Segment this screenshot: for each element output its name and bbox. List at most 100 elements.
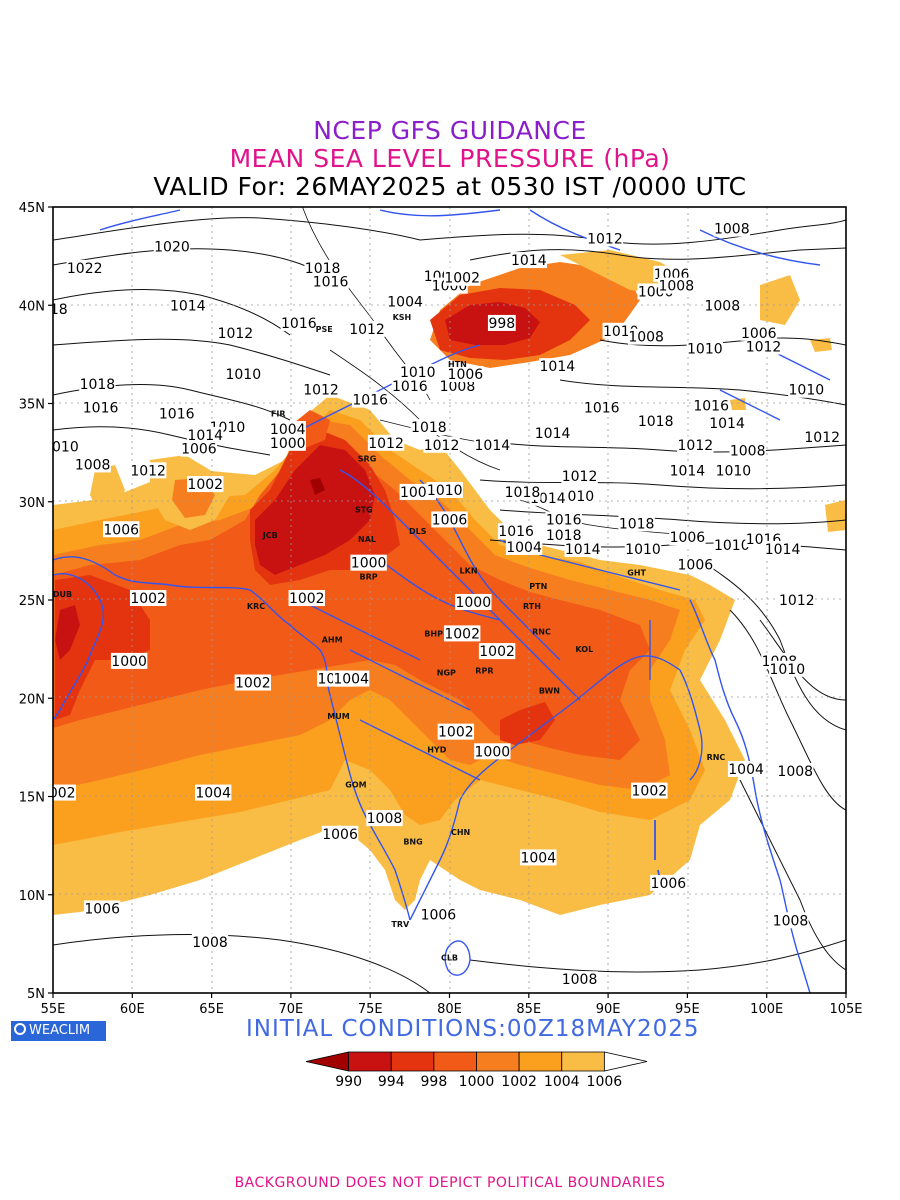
isobar-label-bg [658, 277, 695, 294]
isobar-label-bg [650, 874, 687, 891]
isobar-label-bg [288, 590, 325, 607]
legend-value: 994 [378, 1074, 405, 1090]
isobar-label-bg [677, 436, 714, 453]
isobar-label-bg [83, 900, 121, 917]
isobar-label-bg [420, 906, 457, 923]
isobar-label: 1002 [130, 591, 166, 607]
isobar-label-bg [423, 436, 460, 453]
isobar-label: 1012 [303, 383, 339, 399]
isobar-label: 1002 [632, 784, 668, 800]
station-label: PTN [529, 582, 547, 591]
legend-swatch [390, 1051, 435, 1072]
legend-swatch [348, 1051, 392, 1072]
isobar-label-bg [558, 487, 595, 504]
station-label: CLB [441, 954, 458, 963]
isobar-label: 1016 [546, 512, 582, 528]
isobar-label: 1008 [730, 444, 766, 460]
isobar-label: 1016 [392, 379, 428, 395]
latitude-axis: 45N 40N 35N 30N 25N 20N 15N 10N 5N [19, 201, 53, 1002]
isobar-label: 1004 [506, 540, 542, 556]
isobar-label-bg [713, 220, 751, 237]
isobar-label-bg [455, 593, 492, 610]
isobar-label-bg [534, 424, 571, 441]
isobar-label-bg [391, 377, 429, 394]
isobar-label-bg [158, 405, 195, 422]
isobar-label-bg [225, 366, 262, 383]
isobar-label-bg [332, 670, 370, 687]
title-line-1: NCEP GFS GUIDANCE [313, 116, 587, 145]
lat-tick-label: 15N [19, 791, 45, 806]
station-label: BNG [403, 838, 422, 847]
isobar-label-bg [82, 399, 119, 416]
legend-value: 1002 [501, 1074, 537, 1090]
isobar-label: 1008 [440, 379, 476, 395]
legend-value: 1004 [544, 1074, 580, 1090]
station-label: AHM [322, 635, 343, 644]
isobar-label-bg [194, 784, 232, 801]
station-layer: DUB JCB SRG STG NAL BRP KRC AHM MUM BHP NGP RPR LKN P… [53, 313, 725, 963]
isobar-label: 1010 [559, 489, 595, 505]
isobar-label-bg [740, 324, 777, 341]
isobar-label: 1016 [83, 400, 119, 416]
isobar-label-bg [66, 259, 103, 276]
station-label: DUB [53, 590, 72, 599]
isobar-label: 1018 [411, 420, 447, 436]
isobar-label-bg [443, 625, 481, 642]
isobar-label: 1008 [192, 935, 228, 951]
isobar-label-bg [618, 515, 655, 532]
station-label: MUM [327, 712, 349, 721]
isobar-label: 1010 [716, 463, 752, 479]
legend-swatch [305, 1051, 350, 1072]
isobar-label-bg [631, 782, 668, 799]
isobar-label-bg [505, 538, 543, 555]
isobar-label: 1010 [400, 365, 436, 381]
isobar-label: 1006 [103, 522, 139, 538]
brand-name: WEACLIM [29, 1023, 91, 1038]
isobar-label-bg [53, 438, 80, 455]
station-label: KSH [393, 313, 412, 322]
isobar-label-bg [624, 540, 662, 557]
isobar-label-bg [510, 252, 547, 269]
station-label: GHT [627, 568, 646, 577]
isobar-label: 1012 [562, 469, 598, 485]
isobar-label: 1004 [195, 786, 231, 802]
isobar-label: 1010 [714, 538, 750, 554]
isobar-label-bg [348, 320, 386, 337]
isobar-label: 1014 [511, 253, 547, 269]
isobar-label: 1012 [678, 438, 714, 454]
isobar-label-bg [729, 442, 766, 459]
isobar-label-bg [586, 230, 624, 247]
isobar-label: 1010 [43, 440, 79, 456]
isobar-label: 1002 [289, 591, 325, 607]
isobar-label-bg [692, 397, 730, 414]
station-label: SRG [358, 455, 377, 464]
isobar-label: 1006 [322, 827, 358, 843]
isobar-label-bg [217, 324, 254, 341]
legend-value: 1006 [587, 1074, 623, 1090]
isobar-label-bg [350, 554, 387, 571]
isobar-label: 1012 [424, 438, 460, 454]
lon-tick-label: 60E [120, 1002, 145, 1017]
isobar-label-bg [53, 784, 76, 801]
station-label: NGP [437, 669, 456, 678]
station-label: BRP [360, 572, 378, 581]
isobar-label-bg [487, 314, 516, 331]
station-label: BWN [539, 686, 560, 695]
isobar-label: 1008 [773, 913, 809, 929]
isobar-label: 1008 [714, 222, 750, 238]
isobar-label: 1016 [313, 275, 349, 291]
isobar-label: 1006 [84, 902, 120, 918]
isobar-label-bg [180, 440, 218, 457]
title-line-2: MEAN SEA LEVEL PRESSURE (hPa) [229, 144, 671, 173]
isobar-label: 1018 [505, 485, 541, 501]
isobar-label-bg [669, 462, 706, 479]
isobar-label-bg [367, 434, 405, 451]
isobar-label-bg [769, 660, 806, 677]
isobar-label: 1012 [587, 231, 623, 247]
isobar-label-bg [564, 540, 601, 557]
isobar-label-bg [669, 529, 706, 546]
isobar-label-bg [686, 340, 724, 357]
isobar-label-bg [304, 259, 341, 276]
isobar-label-bg [386, 293, 424, 310]
